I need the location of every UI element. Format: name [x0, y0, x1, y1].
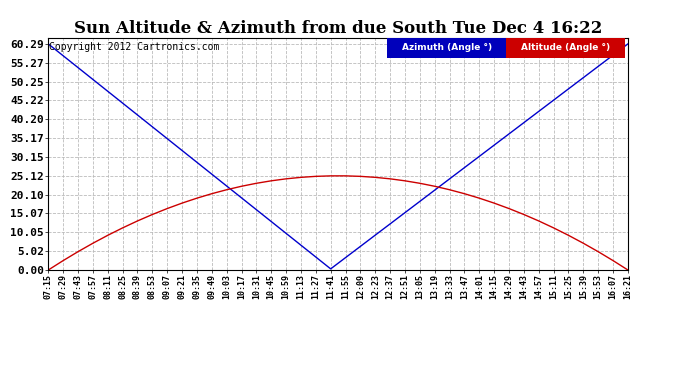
Title: Sun Altitude & Azimuth from due South Tue Dec 4 16:22: Sun Altitude & Azimuth from due South Tu… — [74, 20, 602, 38]
Text: Copyright 2012 Cartronics.com: Copyright 2012 Cartronics.com — [50, 42, 220, 52]
Text: Azimuth (Angle °): Azimuth (Angle °) — [402, 44, 492, 52]
FancyBboxPatch shape — [506, 38, 625, 58]
Text: Altitude (Angle °): Altitude (Angle °) — [521, 44, 610, 52]
FancyBboxPatch shape — [387, 38, 506, 58]
